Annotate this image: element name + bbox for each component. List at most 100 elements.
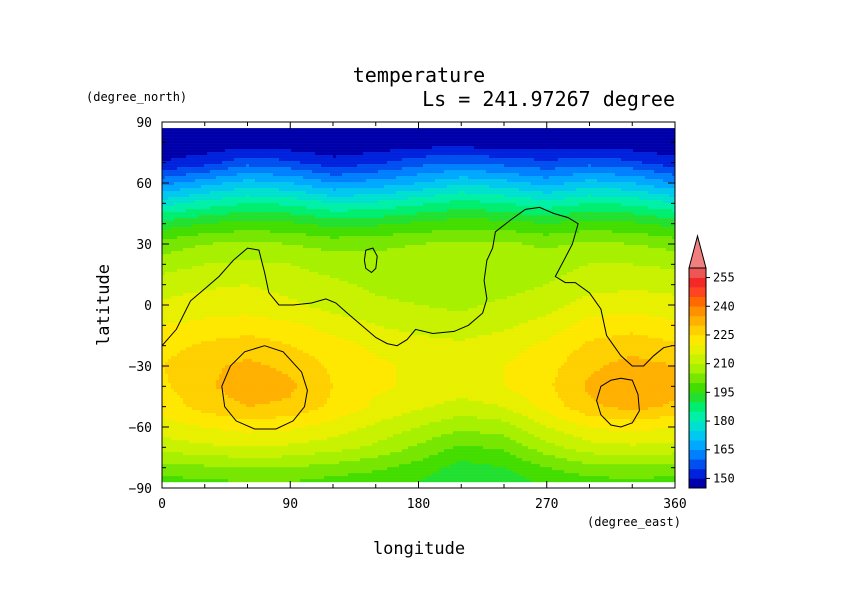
heatmap-cell [570,164,573,167]
heatmap-cell [273,170,276,173]
heatmap-cell [492,170,495,173]
heatmap-cell [513,212,516,215]
heatmap-cell [480,185,483,188]
heatmap-cell [312,191,315,194]
heatmap-cell [252,188,255,191]
heatmap-cell [288,200,291,203]
heatmap-cell [630,128,633,131]
heatmap-cell [489,167,492,170]
heatmap-cell [657,197,660,200]
heatmap-cell [306,161,309,164]
heatmap-cell [465,128,468,131]
heatmap-cell [441,191,444,194]
heatmap-cell [594,161,597,164]
heatmap-cell [321,146,324,149]
heatmap-cell [378,140,381,143]
heatmap-cell [213,128,216,131]
heatmap-cell [360,185,363,188]
heatmap-cell [669,152,672,155]
heatmap-cell [405,209,408,212]
heatmap-cell [567,149,570,152]
heatmap-cell [348,152,351,155]
heatmap-cell [297,164,300,167]
heatmap-cell [510,161,513,164]
heatmap-cell [339,179,342,182]
heatmap-cell [636,152,639,155]
heatmap-cell [543,158,546,161]
heatmap-cell [342,188,345,191]
heatmap-cell [273,146,276,149]
heatmap-cell [261,155,264,158]
heatmap-cell [396,140,399,143]
heatmap-cell [246,164,249,167]
heatmap-cell [570,158,573,161]
heatmap-cell [363,149,366,152]
heatmap-cell [261,197,264,200]
heatmap-cell [558,188,561,191]
heatmap-cell [402,179,405,182]
heatmap-cell [426,128,429,131]
heatmap-cell [375,170,378,173]
heatmap-cell [423,191,426,194]
heatmap-cell [579,191,582,194]
heatmap-cell [555,182,558,185]
heatmap-cell [546,173,549,176]
heatmap-cell [531,146,534,149]
heatmap-cell [498,152,501,155]
heatmap-cell [387,167,390,170]
heatmap-cell [642,191,645,194]
heatmap-cell [648,212,651,215]
heatmap-cell [315,155,318,158]
heatmap-cell [186,182,189,185]
heatmap-cell [648,149,651,152]
heatmap-cell [549,173,552,176]
heatmap-cell [306,134,309,137]
heatmap-cell [309,176,312,179]
heatmap-cell [537,155,540,158]
heatmap-cell [264,134,267,137]
heatmap-cell [234,158,237,161]
heatmap-cell [270,203,273,206]
heatmap-cell [201,179,204,182]
heatmap-cell [444,128,447,131]
heatmap-cell [414,131,417,134]
heatmap-cell [414,167,417,170]
heatmap-cell [180,146,183,149]
heatmap-cell [456,155,459,158]
heatmap-cell [231,215,234,218]
heatmap-cell [378,206,381,209]
heatmap-cell [342,167,345,170]
heatmap-cell [456,131,459,134]
heatmap-cell [393,185,396,188]
heatmap-cell [333,143,336,146]
heatmap-cell [507,167,510,170]
heatmap-cell [285,209,288,212]
heatmap-cell [378,158,381,161]
heatmap-cell [315,134,318,137]
heatmap-cell [444,182,447,185]
heatmap-cell [351,170,354,173]
heatmap-cell [657,194,660,197]
heatmap-cell [501,185,504,188]
heatmap-cell [453,206,456,209]
heatmap-cell [420,185,423,188]
heatmap-cell [534,185,537,188]
heatmap-cell [369,152,372,155]
heatmap-cell [264,200,267,203]
heatmap-cell [540,155,543,158]
heatmap-cell [210,161,213,164]
heatmap-cell [501,191,504,194]
heatmap-cell [402,146,405,149]
heatmap-cell [300,203,303,206]
heatmap-cell [207,146,210,149]
heatmap-cell [327,185,330,188]
heatmap-cell [375,128,378,131]
heatmap-cell [279,143,282,146]
heatmap-cell [447,176,450,179]
heatmap-cell [576,158,579,161]
heatmap-cell [537,149,540,152]
heatmap-cell [177,152,180,155]
heatmap-cell [234,173,237,176]
heatmap-cell [174,212,177,215]
heatmap-cell [450,137,453,140]
